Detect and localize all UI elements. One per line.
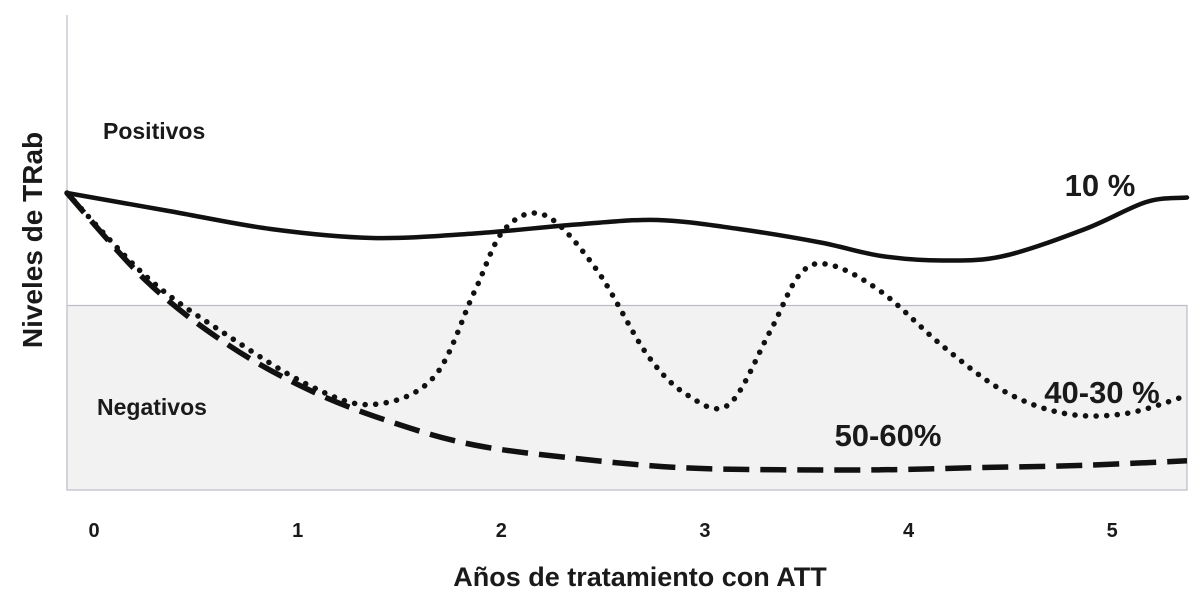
series-line-dotted: [64, 190, 1190, 419]
region-label-negativos: Negativos: [97, 394, 207, 420]
region-label-positivos: Positivos: [103, 118, 205, 144]
x-tick-label: 2: [496, 520, 507, 542]
x-tick-label: 4: [903, 520, 915, 542]
series-line-dashed: [64, 191, 1188, 473]
y-axis-label: Niveles de TRab: [17, 132, 48, 348]
series-label-dotted: 40-30 %: [1044, 375, 1159, 410]
series-label-dashed: 50-60%: [835, 418, 942, 453]
x-axis-label: Años de tratamiento con ATT: [453, 562, 827, 590]
x-tick-label: 0: [88, 520, 99, 542]
series-line-solid: [64, 190, 1190, 263]
x-tick-label: 3: [699, 520, 710, 542]
region-positivos: [67, 40, 1187, 306]
series-label-solid: 10 %: [1065, 168, 1136, 203]
x-tick-label: 1: [292, 520, 303, 542]
region-negativos: [66, 304, 1188, 491]
x-tick-label: 5: [1107, 520, 1118, 542]
